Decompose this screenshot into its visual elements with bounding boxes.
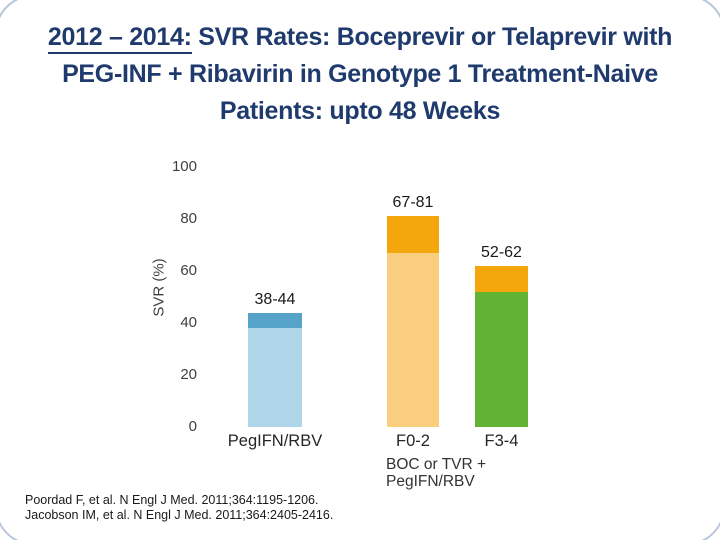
y-tick-label: 100 [171, 158, 197, 175]
title-underlined-dates: 2012 – 2014: [47, 22, 192, 54]
bar-value-label: 38-44 [254, 290, 296, 308]
x-category-label: F3-4 [484, 432, 519, 450]
y-tick-label: 40 [180, 314, 197, 331]
y-tick-label: 80 [180, 210, 197, 227]
references: Poordad F, et al. N Engl J Med. 2011;364… [25, 493, 333, 523]
x-category-label: F0-2 [396, 432, 430, 450]
bar-value-label: 67-81 [392, 194, 434, 212]
bar-group-label: BOC or TVR + PegIFN/RBV [386, 456, 486, 490]
title-line1-rest: SVR Rates: Boceprevir or Telaprevir with [191, 22, 673, 51]
bar-body-F0-2 [387, 252, 439, 427]
y-tick-label: 20 [180, 366, 197, 383]
bar-value-label: 52-62 [481, 243, 522, 261]
bar-body-F3-4 [475, 291, 528, 427]
bar-group-label-line1: BOC or TVR + [386, 456, 487, 473]
slide-title: 2012 – 2014: SVR Rates: Boceprevir or Te… [0, 19, 720, 130]
bar-range-band-PegIFN/RBV [248, 312, 302, 329]
title-line2: PEG-INF + Ribavirin in Genotype 1 Treatm… [62, 59, 658, 88]
reference-line: Jacobson IM, et al. N Engl J Med. 2011;3… [25, 508, 334, 522]
bar-group-label-line2: PegIFN/RBV [386, 473, 475, 490]
bar-body-PegIFN/RBV [248, 328, 302, 427]
reference-line: Poordad F, et al. N Engl J Med. 2011;364… [25, 493, 319, 507]
title-line3: Patients: upto 48 Weeks [219, 96, 501, 125]
bar-range-band-F0-2 [387, 216, 439, 253]
y-tick-label: 0 [188, 418, 197, 435]
x-category-label: PegIFN/RBV [227, 432, 323, 450]
bar-range-band-F3-4 [475, 265, 528, 292]
y-tick-label: 60 [180, 262, 197, 279]
